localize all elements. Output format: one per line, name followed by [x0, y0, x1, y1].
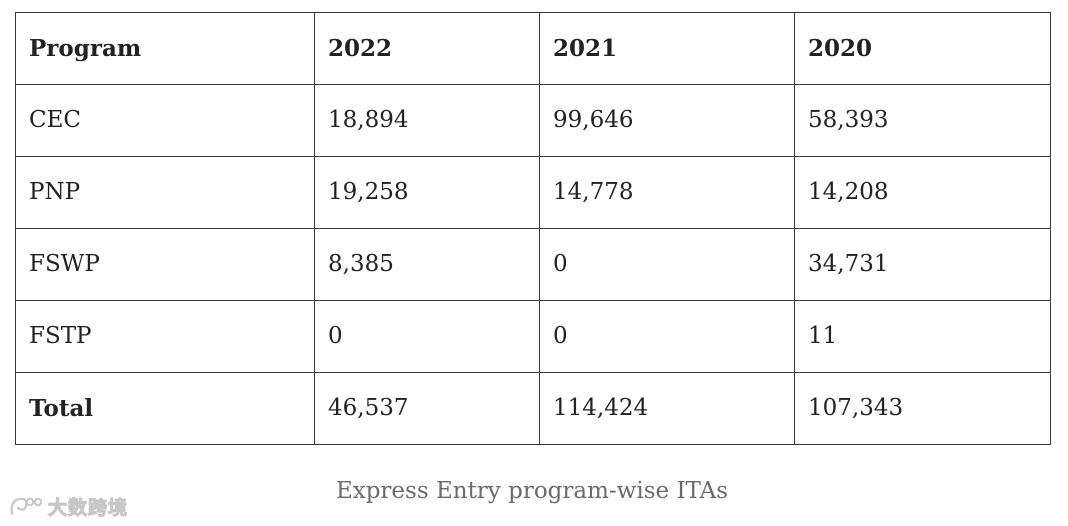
program-cell: FSWP [15, 228, 315, 301]
value-cell: 0 [539, 228, 795, 301]
value-cell: 0 [314, 300, 540, 373]
total-value-cell: 107,343 [794, 372, 1051, 445]
watermark-text: 大数跨境 [47, 496, 129, 519]
total-label-cell: Total [15, 372, 315, 445]
value-cell: 14,778 [539, 156, 795, 229]
total-value-cell: 114,424 [539, 372, 795, 445]
program-cell: PNP [15, 156, 315, 229]
ita-table: Program 2022 2021 2020 CEC 18,894 99,646… [15, 12, 1051, 445]
header-program: Program [15, 12, 315, 85]
logo-swirl-icon [10, 497, 43, 516]
table-row: FSWP 8,385 0 34,731 [15, 228, 1051, 301]
value-cell: 11 [794, 300, 1051, 373]
header-2021: 2021 [539, 12, 795, 85]
value-cell: 14,208 [794, 156, 1051, 229]
table-total-row: Total 46,537 114,424 107,343 [15, 372, 1051, 445]
program-cell: CEC [15, 84, 315, 157]
value-cell: 99,646 [539, 84, 795, 157]
value-cell: 0 [539, 300, 795, 373]
watermark: 大数跨境 [8, 492, 128, 520]
table-row: PNP 19,258 14,778 14,208 [15, 156, 1051, 229]
value-cell: 58,393 [794, 84, 1051, 157]
table-row: CEC 18,894 99,646 58,393 [15, 84, 1051, 157]
header-2020: 2020 [794, 12, 1051, 85]
value-cell: 18,894 [314, 84, 540, 157]
table-header-row: Program 2022 2021 2020 [15, 12, 1051, 85]
table-caption: Express Entry program-wise ITAs [335, 478, 729, 504]
program-cell: FSTP [15, 300, 315, 373]
value-cell: 8,385 [314, 228, 540, 301]
total-value-cell: 46,537 [314, 372, 540, 445]
header-2022: 2022 [314, 12, 540, 85]
value-cell: 34,731 [794, 228, 1051, 301]
table-row: FSTP 0 0 11 [15, 300, 1051, 373]
value-cell: 19,258 [314, 156, 540, 229]
